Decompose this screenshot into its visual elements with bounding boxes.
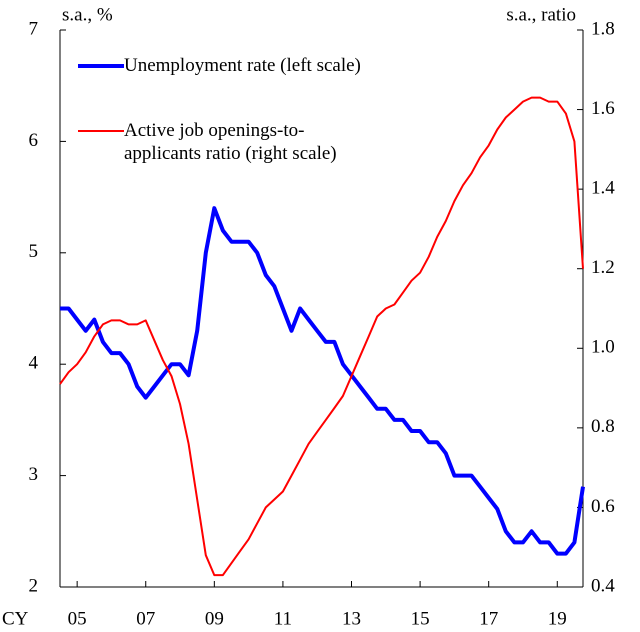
x-tick-label: 17 (479, 608, 498, 629)
legend-entry: Active job openings-to-applicants ratio … (124, 120, 337, 164)
y2-tick-label: 0.8 (591, 416, 615, 437)
y-tick-label: 6 (29, 130, 39, 151)
y-tick-label: 5 (29, 241, 39, 262)
x-tick-label: 05 (68, 608, 87, 629)
y2-tick-label: 1.6 (591, 98, 615, 119)
x-axis-label: CY (2, 608, 29, 629)
x-tick-label: 13 (342, 608, 361, 629)
y-tick-label: 4 (29, 353, 39, 374)
x-tick-label: 07 (136, 608, 155, 629)
y2-axis-label: s.a., ratio (506, 4, 576, 25)
y-tick-label: 7 (29, 18, 39, 39)
y2-tick-label: 1.2 (591, 257, 615, 278)
y2-tick-label: 1.8 (591, 18, 615, 39)
legend-entry: Unemployment rate (left scale) (124, 55, 361, 76)
x-tick-label: 11 (274, 608, 292, 629)
y-tick-label: 3 (29, 464, 39, 485)
series-line (59, 96, 584, 577)
y2-tick-label: 0.4 (591, 575, 615, 596)
y-tick-label: 2 (29, 575, 39, 596)
x-tick-label: 15 (411, 608, 430, 629)
y2-tick-label: 1.4 (591, 178, 615, 199)
y-axis-label: s.a., % (62, 4, 113, 25)
legend-label: Unemployment rate (left scale) (124, 55, 361, 76)
legend-label: Active job openings-to-applicants ratio … (124, 120, 337, 164)
x-tick-label: 09 (205, 608, 224, 629)
x-tick-label: 19 (548, 608, 567, 629)
series-line (60, 206, 585, 556)
y2-tick-label: 0.6 (591, 496, 615, 517)
y2-tick-label: 1.0 (591, 337, 615, 358)
